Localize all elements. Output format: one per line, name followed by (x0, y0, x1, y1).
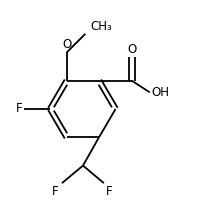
Text: O: O (127, 43, 136, 56)
Text: F: F (16, 102, 22, 116)
Text: F: F (106, 184, 112, 197)
Text: CH₃: CH₃ (90, 21, 112, 33)
Text: F: F (52, 184, 59, 197)
Text: OH: OH (151, 86, 169, 99)
Text: O: O (62, 38, 71, 51)
